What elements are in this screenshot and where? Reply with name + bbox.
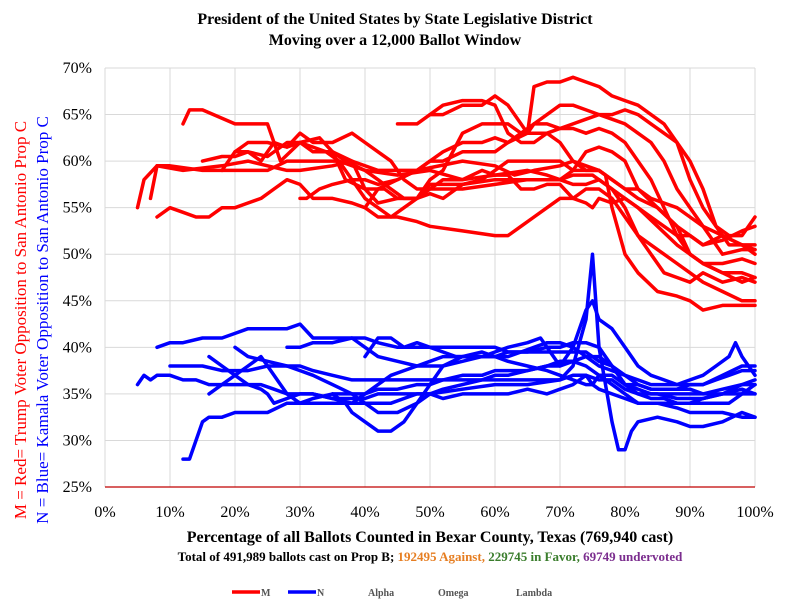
footnote-prefix: Total of 491,989 ballots cast on Prop B; [178,549,395,564]
footnote: Total of 491,989 ballots cast on Prop B;… [178,549,684,564]
chart-title: President of the United States by State … [197,11,593,28]
footnote-against: 192495 Against, [398,549,485,564]
legend-label: Omega [438,588,469,599]
x-tick-label: 60% [480,504,509,521]
legend-item-lambda: Lambda [516,588,552,599]
x-tick-label: 70% [545,504,574,521]
x-tick-label: 0% [94,504,115,521]
x-tick-label: 40% [350,504,379,521]
y-tick-label: 50% [63,246,92,263]
y-tick-label: 40% [63,339,92,356]
y-tick-label: 30% [63,432,92,449]
y-axis-label-blue: N = Blue= Kamala Voter Opposition to San… [33,116,52,524]
y-tick-label: 65% [63,107,92,124]
x-tick-label: 50% [415,504,444,521]
legend-item-m: M [232,588,271,599]
chart: President of the United States by State … [0,0,790,607]
legend-label: Alpha [368,588,394,599]
x-tick-label: 30% [285,504,314,521]
series-M-line-9 [157,180,755,301]
y-tick-label: 70% [63,60,92,77]
legend-label: N [317,588,325,599]
y-axis-ticks: 25% 30% 35% 40% 45% 50% 55% 60% 65% 70% [63,60,92,496]
series-N [138,254,756,459]
x-tick-label: 90% [675,504,704,521]
legend-item-omega: Omega [438,588,469,599]
footnote-undervoted: 69749 undervoted [583,549,683,564]
x-axis-ticks: 0% 10% 20% 30% 40% 50% 60% 70% 80% 90% 100% [94,504,773,521]
x-tick-label: 80% [610,504,639,521]
footnote-favor: 229745 in Favor, [488,549,580,564]
x-tick-label: 10% [155,504,184,521]
legend-item-alpha: Alpha [368,588,394,599]
series-layer [138,77,756,459]
y-tick-label: 45% [63,293,92,310]
legend: M N Alpha Omega Lambda [232,588,552,599]
y-tick-label: 25% [63,479,92,496]
series-M [138,77,756,310]
y-axis-label-red: M = Red= Trump Voter Opposition to San A… [11,121,30,519]
series-N-line-2 [183,361,755,459]
x-tick-label: 100% [736,504,773,521]
legend-label: Lambda [516,588,552,599]
y-tick-label: 35% [63,386,92,403]
y-tick-label: 60% [63,153,92,170]
legend-item-n: N [288,588,325,599]
y-tick-label: 55% [63,200,92,217]
chart-subtitle: Moving over a 12,000 Ballot Window [269,32,522,49]
series-M-line-8 [333,124,756,282]
legend-label: M [261,588,271,599]
x-tick-label: 20% [220,504,249,521]
x-axis-label: Percentage of all Ballots Counted in Bex… [187,529,674,546]
